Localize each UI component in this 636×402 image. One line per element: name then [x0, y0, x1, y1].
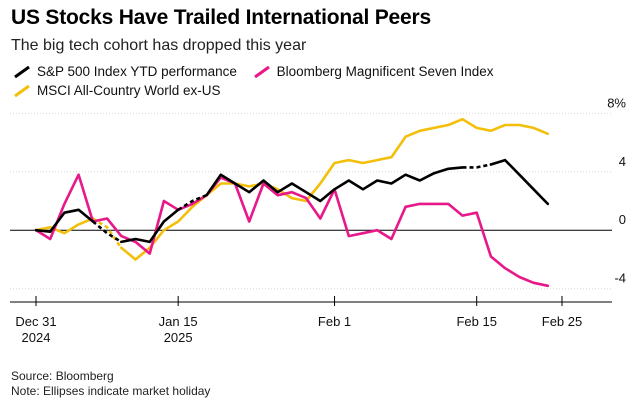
series-line-0-segment-0	[34, 208, 95, 233]
chart-title: US Stocks Have Trailed International Pee…	[11, 6, 431, 29]
series-lines	[34, 117, 550, 288]
x-tick-label-3: Feb 15	[456, 314, 496, 329]
legend-swatch-mag7	[253, 65, 270, 78]
series-line-0-segment-4	[205, 166, 464, 203]
legend-label-msci: MSCI All-Country World ex-US	[37, 83, 221, 98]
x-tick-sublabel-0: 2024	[22, 330, 51, 345]
gridlines	[10, 112, 612, 290]
y-tick-label-2: 0	[619, 212, 626, 227]
legend-swatch-msci	[14, 84, 30, 97]
legend-item-msci: MSCI All-Country World ex-US	[13, 83, 221, 98]
legend-label-mag7: Bloomberg Magnificent Seven Index	[276, 64, 494, 79]
legend-row-1: S&P 500 Index YTD performance Bloomberg …	[13, 64, 506, 82]
series-line-0-segment-3	[177, 193, 208, 211]
series-line-2-segment-2	[120, 117, 550, 261]
source-note: Source: Bloomberg	[11, 369, 114, 383]
legend-row-2: MSCI All-Country World ex-US	[13, 83, 233, 101]
holiday-note: Note: Ellipses indicate market holiday	[11, 384, 211, 398]
series-line-0-segment-5	[462, 163, 492, 169]
legend-item-sp500: S&P 500 Index YTD performance	[13, 64, 237, 79]
chart-subtitle: The big tech cohort has dropped this yea…	[11, 37, 307, 54]
series-line-0-segment-6	[489, 158, 550, 206]
x-tick-label-4: Feb 25	[542, 314, 582, 329]
y-tick-label-3: -4	[614, 271, 626, 286]
series-line-2-segment-0	[34, 217, 95, 235]
legend-item-mag7: Bloomberg Magnificent Seven Index	[253, 64, 494, 79]
y-tick-label-0: 8%	[607, 95, 626, 110]
x-tick-label-2: Feb 1	[318, 314, 351, 329]
y-axis: 8% 4 0 -4	[607, 95, 626, 285]
series-line-0-segment-2	[120, 208, 180, 244]
legend-swatch-sp500	[14, 65, 30, 78]
series-line-2-segment-1	[92, 217, 123, 249]
series-line-1-segment-0	[34, 173, 550, 288]
y-tick-label-1: 4	[619, 154, 626, 169]
series-line-0-segment-1	[92, 220, 122, 244]
x-tick-label-0: Dec 31	[15, 314, 56, 329]
legend-label-sp500: S&P 500 Index YTD performance	[37, 64, 237, 79]
x-tick-sublabel-1: 2025	[164, 330, 193, 345]
x-tick-label-1: Jan 15	[159, 314, 198, 329]
